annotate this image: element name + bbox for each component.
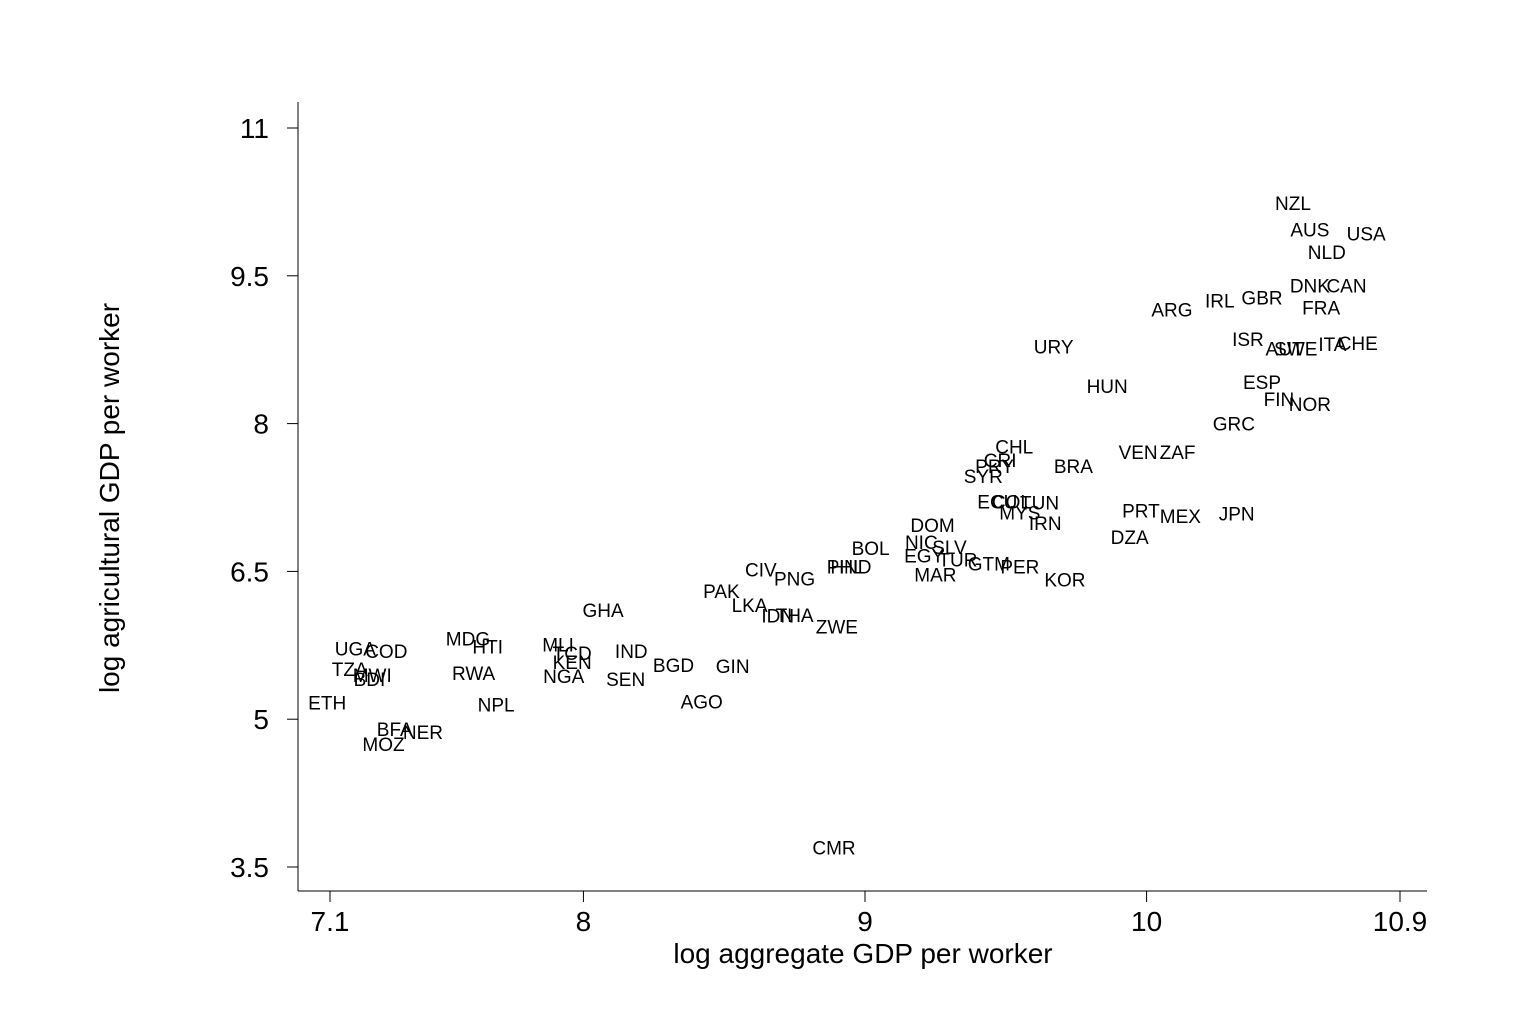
data-point-gbr: GBR bbox=[1241, 288, 1282, 309]
data-point-dza: DZA bbox=[1111, 528, 1149, 549]
data-point-mdg: MDG bbox=[446, 629, 490, 650]
y-tick-label: 5 bbox=[253, 704, 269, 735]
data-point-uga: UGA bbox=[335, 639, 377, 660]
data-point-irl: IRL bbox=[1205, 291, 1235, 312]
x-tick-label: 9 bbox=[857, 906, 873, 937]
data-point-eth: ETH bbox=[308, 693, 346, 714]
y-tick-label: 6.5 bbox=[230, 556, 269, 587]
y-tick-label: 3.5 bbox=[230, 852, 269, 883]
data-point-cmr: CMR bbox=[812, 838, 855, 859]
data-point-aut: AUT bbox=[1266, 340, 1304, 361]
data-point-ner: NER bbox=[403, 723, 443, 744]
data-point-can: CAN bbox=[1326, 277, 1366, 298]
x-tick-label: 10 bbox=[1131, 906, 1162, 937]
data-point-idn: IDN bbox=[761, 607, 794, 628]
data-point-grc: GRC bbox=[1213, 415, 1255, 436]
data-point-npl: NPL bbox=[478, 695, 515, 716]
data-point-esp: ESP bbox=[1243, 373, 1281, 394]
data-point-per: PER bbox=[1000, 557, 1039, 578]
data-point-tun: TUN bbox=[1020, 493, 1059, 514]
x-tick-label: 10.9 bbox=[1373, 906, 1428, 937]
data-point-cri: CRI bbox=[984, 451, 1017, 472]
data-point-pry: PRY bbox=[975, 457, 1014, 478]
data-point-ecu: ECU bbox=[977, 492, 1017, 513]
data-point-usa: USA bbox=[1347, 224, 1386, 245]
x-tick-label: 8 bbox=[576, 906, 592, 937]
data-point-syr: SYR bbox=[964, 467, 1003, 488]
data-point-zaf: ZAF bbox=[1160, 443, 1196, 464]
data-point-ago: AGO bbox=[681, 692, 723, 713]
data-point-civ: CIV bbox=[745, 560, 777, 581]
y-tick-label: 8 bbox=[253, 409, 269, 440]
data-point-nld: NLD bbox=[1308, 243, 1346, 264]
data-point-jpn: JPN bbox=[1219, 504, 1255, 525]
data-point-bgd: BGD bbox=[653, 656, 694, 677]
data-point-phl: PHL bbox=[827, 557, 864, 578]
data-point-tur: TUR bbox=[938, 551, 977, 572]
data-point-dom: DOM bbox=[910, 516, 954, 537]
data-point-chl: CHL bbox=[995, 437, 1033, 458]
data-point-hti: HTI bbox=[472, 637, 503, 658]
data-point-aus: AUS bbox=[1290, 220, 1329, 241]
x-tick-label: 7.1 bbox=[311, 906, 350, 937]
data-point-swe: SWE bbox=[1274, 340, 1317, 361]
data-point-cod: COD bbox=[365, 642, 407, 663]
data-point-mex: MEX bbox=[1160, 507, 1202, 528]
data-point-mar: MAR bbox=[914, 565, 956, 586]
data-point-slv: SLV bbox=[932, 538, 967, 559]
data-point-tcd: TCD bbox=[553, 644, 592, 665]
y-axis-ticks: 3.5 5 6.5 8 9.5 11 bbox=[230, 113, 298, 883]
data-point-lka: LKA bbox=[732, 596, 768, 617]
data-point-gtm: GTM bbox=[968, 555, 1010, 576]
data-point-ita: ITA bbox=[1318, 335, 1346, 356]
data-point-irn: IRN bbox=[1029, 514, 1062, 535]
data-point-nzl: NZL bbox=[1275, 194, 1311, 215]
data-point-tha: THA bbox=[776, 606, 814, 627]
data-point-tza: TZA bbox=[332, 660, 368, 681]
data-point-mwi: MWI bbox=[353, 666, 392, 687]
data-point-moz: MOZ bbox=[362, 735, 405, 756]
data-point-ind: IND bbox=[615, 642, 648, 663]
data-point-pak: PAK bbox=[703, 582, 740, 603]
data-point-bfa: BFA bbox=[377, 720, 413, 741]
data-point-nic: NIC bbox=[905, 533, 938, 554]
data-point-mli: MLI bbox=[542, 635, 574, 656]
data-point-gin: GIN bbox=[716, 657, 750, 678]
data-point-bdi: BDI bbox=[354, 670, 386, 691]
data-point-egy: EGY bbox=[904, 547, 944, 568]
data-point-ven: VEN bbox=[1119, 443, 1158, 464]
data-point-mys: MYS bbox=[999, 503, 1040, 524]
data-point-sen: SEN bbox=[606, 670, 645, 691]
data-point-png: PNG bbox=[774, 569, 815, 590]
data-point-fin: FIN bbox=[1264, 390, 1295, 411]
data-point-fra: FRA bbox=[1302, 298, 1340, 319]
data-point-arg: ARG bbox=[1151, 300, 1192, 321]
x-axis-title: log aggregate GDP per worker bbox=[673, 938, 1052, 969]
x-axis-ticks: 7.1 8 9 10 10.9 bbox=[311, 891, 1428, 937]
data-point-zwe: ZWE bbox=[816, 618, 858, 639]
data-point-gha: GHA bbox=[583, 601, 625, 622]
data-point-isr: ISR bbox=[1232, 330, 1264, 351]
data-point-nor: NOR bbox=[1289, 395, 1331, 416]
data-point-kor: KOR bbox=[1044, 570, 1085, 591]
data-point-dnk: DNK bbox=[1290, 277, 1330, 298]
data-point-nga: NGA bbox=[543, 667, 585, 688]
data-point-rwa: RWA bbox=[452, 664, 496, 685]
data-point-prt: PRT bbox=[1122, 501, 1160, 522]
data-point-ury: URY bbox=[1034, 338, 1074, 359]
data-point-bra: BRA bbox=[1054, 457, 1093, 478]
data-point-col: COL bbox=[992, 492, 1031, 513]
data-point-hun: HUN bbox=[1087, 377, 1128, 398]
y-tick-label: 11 bbox=[240, 113, 269, 144]
data-point-hnd: HND bbox=[830, 557, 871, 578]
y-tick-label: 9.5 bbox=[230, 261, 269, 292]
y-axis-title: log agricultural GDP per worker bbox=[94, 303, 125, 693]
data-point-bol: BOL bbox=[852, 539, 890, 560]
data-point-ken: KEN bbox=[553, 653, 592, 674]
data-point-che: CHE bbox=[1338, 334, 1378, 355]
